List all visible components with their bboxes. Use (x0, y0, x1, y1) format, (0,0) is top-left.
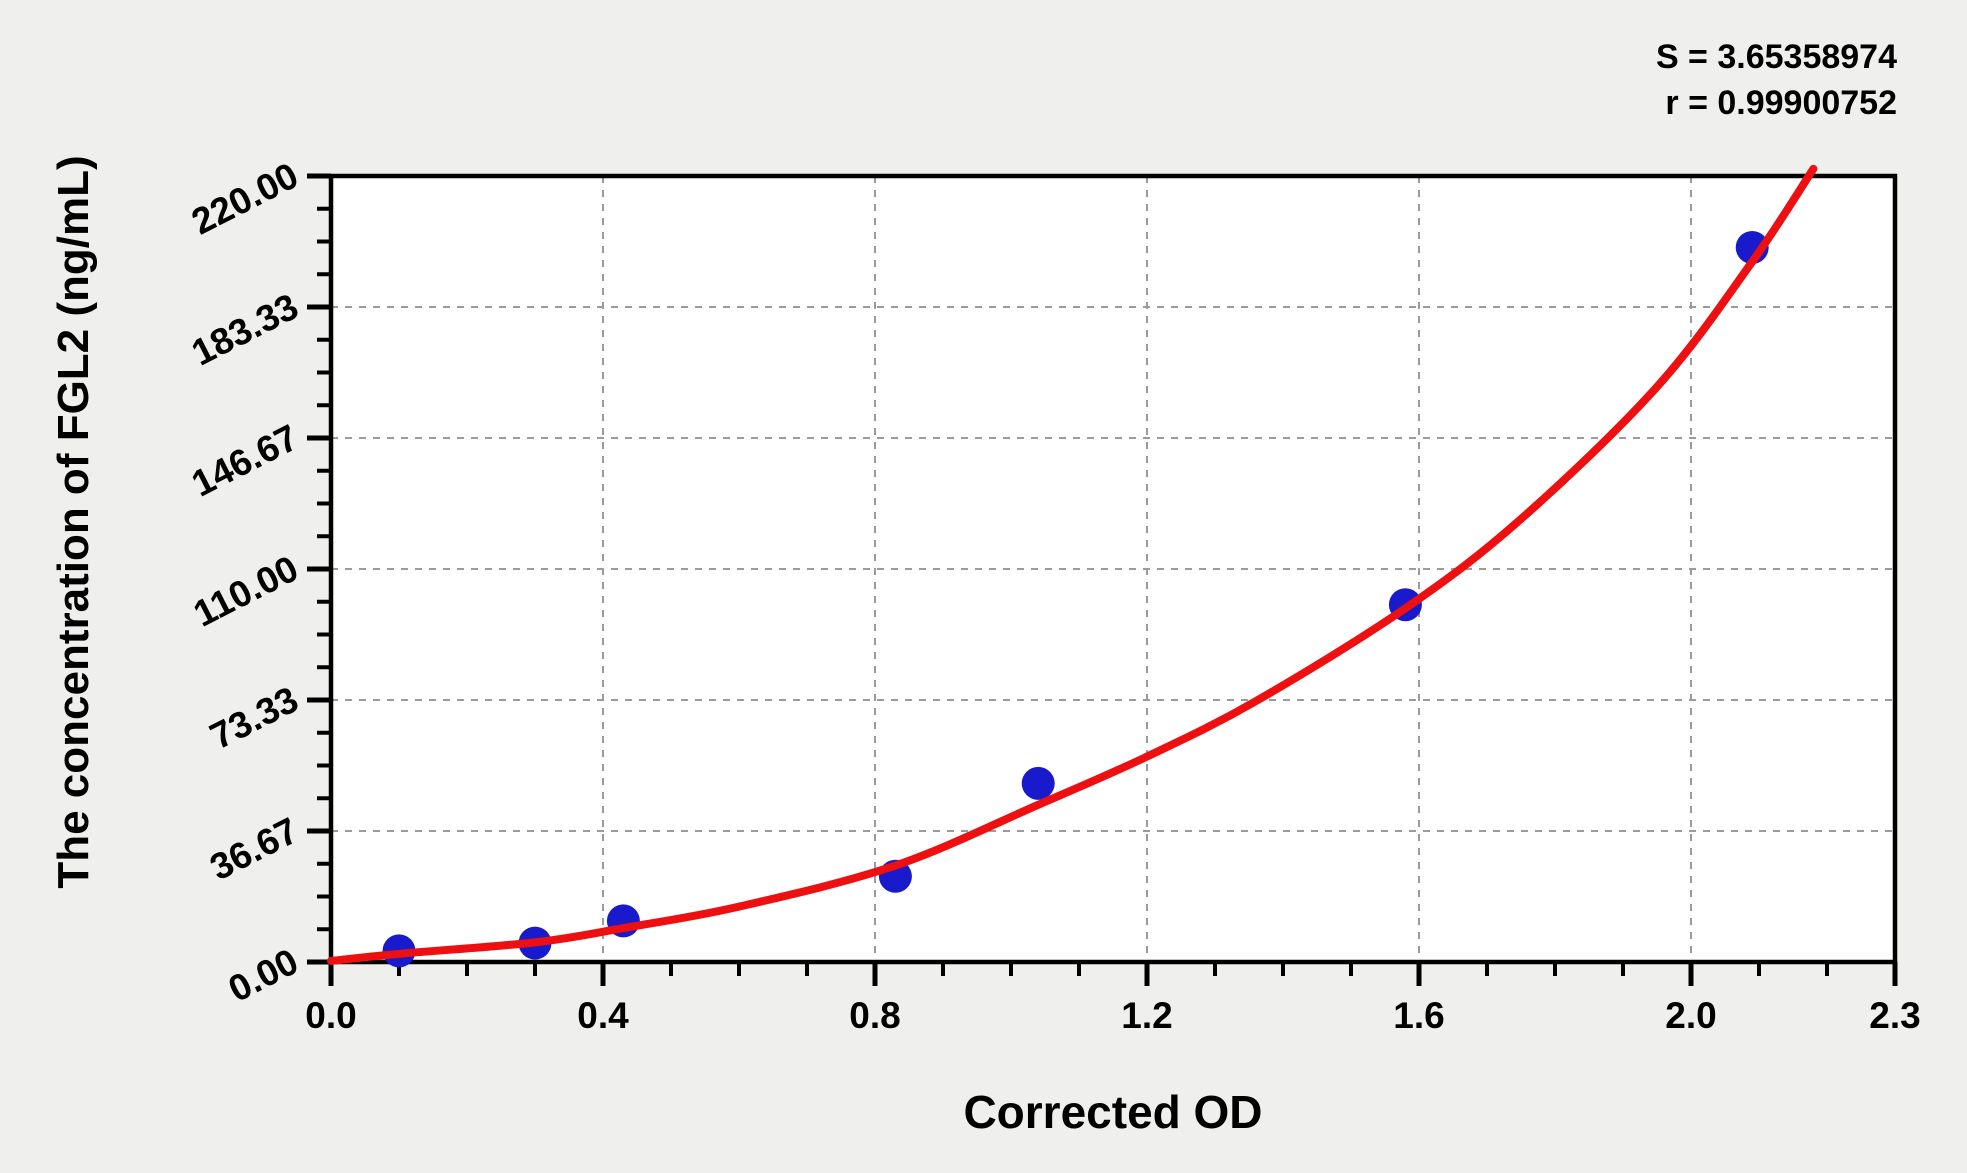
plot-background (331, 176, 1895, 962)
plot-border (328, 173, 1898, 965)
y-tick-label: 220.00 (185, 155, 304, 243)
x-tick-label: 2.0 (1665, 995, 1716, 1036)
y-tick-label: 36.67 (204, 810, 305, 889)
fit-statistics: S = 3.65358974 r = 0.99900752 (1656, 34, 1897, 126)
x-tick-label: 0.4 (577, 995, 629, 1036)
y-tick-label: 73.33 (204, 679, 305, 758)
x-tick-label: 0.8 (849, 995, 900, 1036)
y-tick-label: 146.67 (185, 417, 304, 505)
data-point (1021, 766, 1055, 800)
s-value-text: S = 3.65358974 (1655, 38, 1897, 76)
x-tick-label: 2.3 (1869, 995, 1920, 1036)
y-tick-label: 110.00 (187, 548, 305, 635)
x-tick-label: 0.0 (305, 995, 356, 1036)
x-axis-title: Corrected OD (963, 1086, 1263, 1138)
fit-curve (327, 164, 1818, 965)
x-tick-label: 1.2 (1121, 995, 1172, 1036)
x-tick-label: 1.6 (1393, 995, 1444, 1036)
y-tick-label: 0.00 (222, 941, 305, 1010)
y-tick-label: 183.33 (185, 286, 304, 374)
r-value-text: r = 0.99900752 (1665, 84, 1897, 122)
